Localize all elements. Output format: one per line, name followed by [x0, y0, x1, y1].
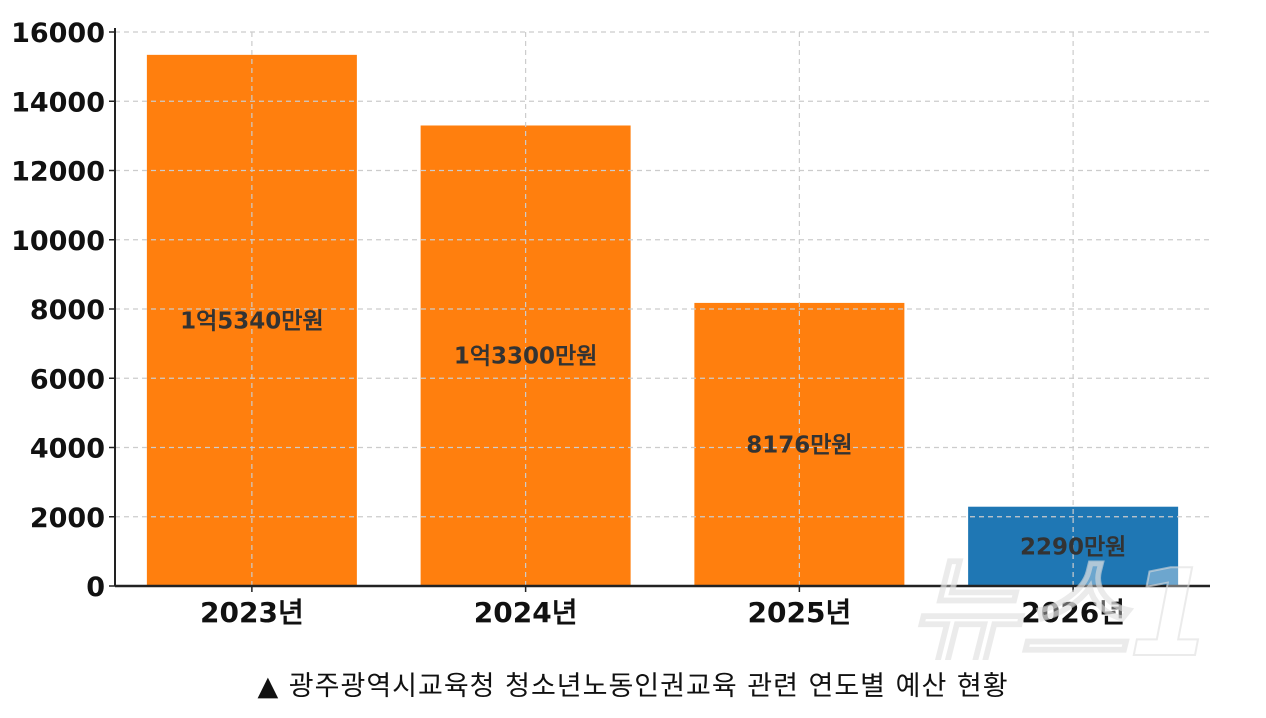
y-tick-label: 8000 [30, 295, 105, 326]
y-tick-label: 10000 [11, 226, 105, 257]
triangle-marker-icon: ▲ [257, 671, 280, 702]
x-tick-label: 2023년 [200, 596, 304, 629]
chart-caption: ▲ 광주광역시교육청 청소년노동인권교육 관련 연도별 예산 현황 [0, 664, 1266, 703]
y-tick-label: 16000 [11, 18, 105, 49]
y-tick-label: 4000 [30, 434, 105, 465]
caption-text: 광주광역시교육청 청소년노동인권교육 관련 연도별 예산 현황 [288, 671, 1009, 702]
x-tick-label: 2025년 [748, 596, 852, 629]
watermark-logo: 뉴스1 [908, 545, 1212, 660]
y-tick-label: 6000 [30, 364, 105, 395]
bar-chart: 0 2000 4000 6000 8000 10000 12000 14000 16000 202… [11, 18, 1213, 660]
y-tick-label: 0 [86, 572, 105, 603]
y-tick-label: 2000 [30, 503, 105, 534]
data-label: 8176만원 [746, 432, 852, 458]
x-tick-label: 2026년 [1021, 596, 1125, 629]
x-tick-label: 2024년 [474, 596, 578, 629]
data-label: 1억5340만원 [180, 308, 324, 334]
y-tick-label: 12000 [11, 157, 105, 188]
data-label: 1억3300만원 [454, 344, 598, 370]
y-tick-label: 14000 [11, 87, 105, 118]
data-label: 2290만원 [1020, 534, 1126, 560]
